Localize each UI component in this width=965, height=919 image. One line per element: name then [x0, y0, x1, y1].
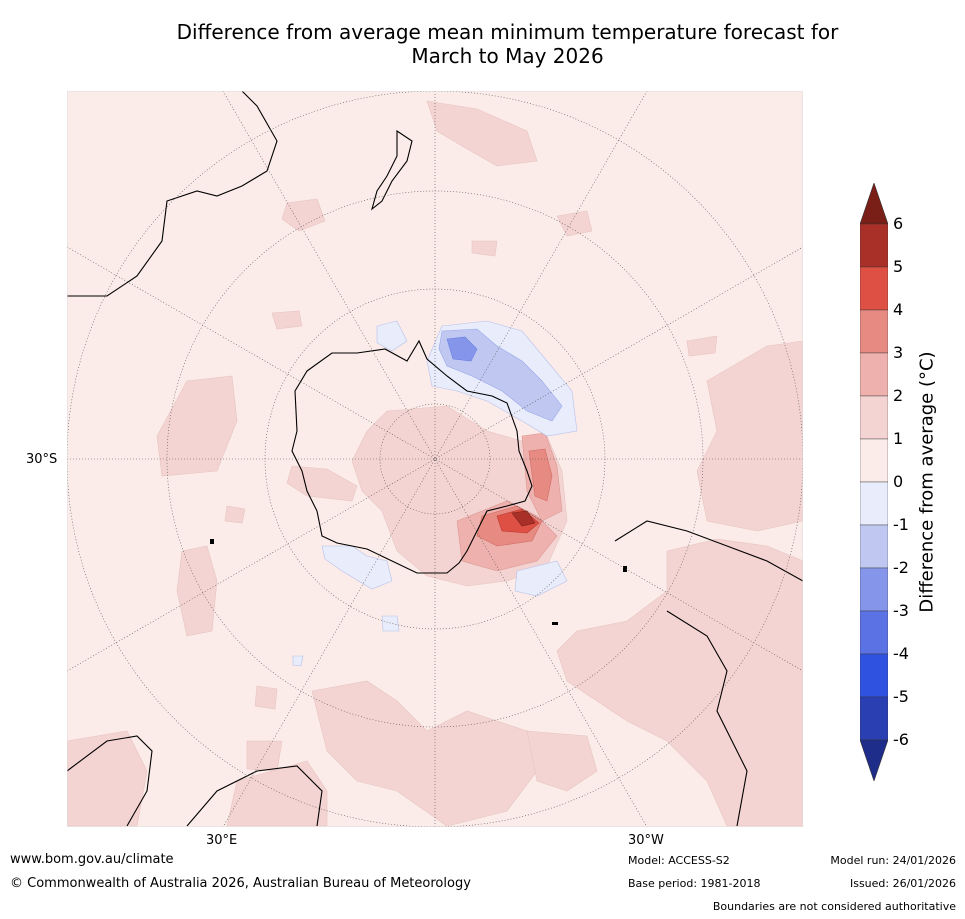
colorbar-tick-label: 0: [893, 472, 904, 491]
colorbar-title: Difference from average (°C): [916, 351, 938, 613]
colorbar-tick-label: -2: [893, 558, 909, 577]
anomaly-regions-5-6: [511, 510, 536, 527]
new-zealand-coastline: [371, 129, 413, 211]
colorbar-over-triangle: [860, 183, 888, 225]
colorbar-tick-label: 2: [893, 386, 904, 405]
colorbar-bin: [860, 266, 888, 311]
south-america-coastline: [614, 520, 803, 827]
colorbar-tick-label: -6: [893, 730, 909, 749]
colorbar-tick-label: 3: [893, 343, 904, 362]
footer-model: Model: ACCESS-S2: [628, 854, 730, 867]
anomaly-regions-1-2: [67, 100, 803, 827]
map-title-line1: Difference from average mean minimum tem…: [176, 20, 839, 44]
footer-model-run: Model run: 24/01/2026: [830, 854, 956, 867]
colorbar-bin: [860, 352, 888, 397]
colorbar-bin: [860, 567, 888, 612]
lon-label-30w: 30°W: [628, 833, 664, 848]
lat-label-30s: 30°S: [26, 452, 58, 467]
lon-label-30e: 30°E: [206, 833, 238, 848]
footer-issued: Issued: 26/01/2026: [849, 877, 956, 890]
temperature-anomaly-map: [67, 91, 803, 827]
colorbar-bin: [860, 438, 888, 483]
australia-coastline: [67, 91, 278, 297]
colorbar-bin: [860, 610, 888, 655]
colorbar-bin: [860, 653, 888, 698]
colorbar-bin: [860, 395, 888, 440]
map-title-line2: March to May 2026: [411, 44, 604, 68]
colorbar-tick-label: 4: [893, 300, 904, 319]
map-title: Difference from average mean minimum tem…: [0, 20, 965, 68]
graticule: [67, 91, 803, 827]
footer-disclaimer: Boundaries are not considered authoritat…: [712, 900, 956, 913]
colorbar-bin: [860, 481, 888, 526]
footer-website[interactable]: www.bom.gov.au/climate: [10, 852, 174, 867]
colorbar-bin: [860, 309, 888, 354]
small-islands: [210, 539, 627, 625]
colorbar-bin: [860, 524, 888, 569]
colorbar-bin: [860, 696, 888, 741]
colorbar: [860, 183, 888, 781]
colorbar-tick-label: 1: [893, 429, 904, 448]
antarctica-coastline: [291, 339, 533, 574]
colorbar-tick-label: -4: [893, 644, 909, 663]
colorbar-tick-label: 6: [893, 214, 904, 233]
anomaly-regions-neg-2-3: [446, 336, 478, 362]
colorbar-tick-label: 5: [893, 257, 904, 276]
footer-base-period: Base period: 1981-2018: [628, 877, 761, 890]
colorbar-tick-label: -3: [893, 601, 909, 620]
map-frame: [67, 91, 803, 827]
footer-copyright: © Commonwealth of Australia 2026, Austra…: [10, 876, 471, 891]
colorbar-bins: [860, 223, 888, 741]
colorbar-under-triangle: [860, 739, 888, 781]
africa-coastline: [67, 735, 323, 827]
colorbar-bin: [860, 223, 888, 268]
colorbar-tick-label: -1: [893, 515, 909, 534]
colorbar-tick-label: -5: [893, 687, 909, 706]
